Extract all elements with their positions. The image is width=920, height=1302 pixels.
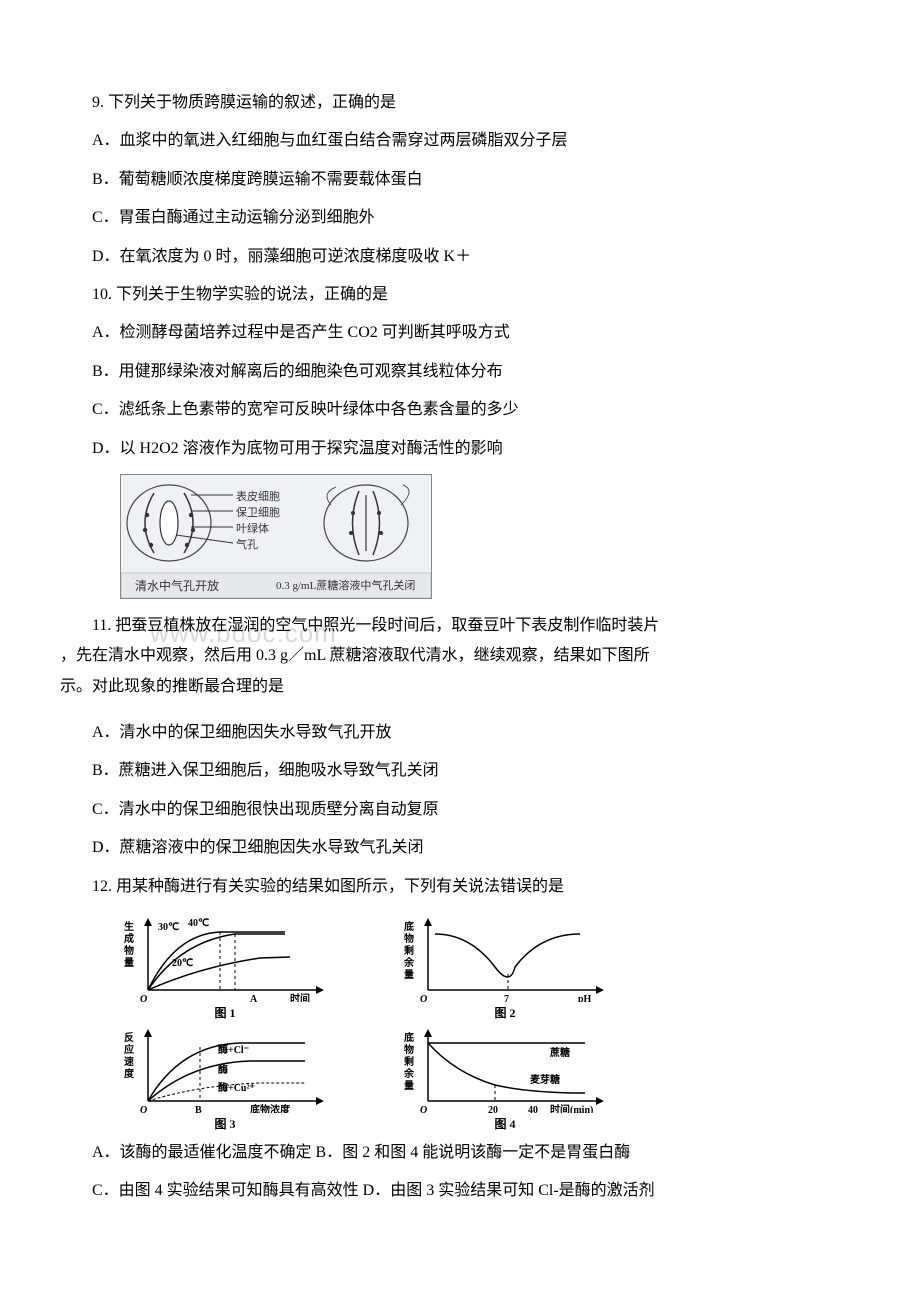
label-epidermis: 表皮细胞 (236, 488, 280, 504)
q10-stem: 10. 下列关于生物学实验的说法，正确的是 (60, 280, 860, 310)
svg-text:O: O (420, 1105, 427, 1113)
fig3-label-cl: 酶+Cl⁻ (218, 1043, 249, 1056)
svg-text:底: 底 (404, 920, 414, 933)
fig1-point-a: A (250, 994, 258, 1002)
svg-text:成: 成 (124, 932, 134, 945)
svg-text:底: 底 (404, 1031, 414, 1044)
q11-option-d: D．蔗糖溶液中的保卫细胞因失水导致气孔关闭 (60, 833, 860, 863)
svg-text:反: 反 (124, 1031, 134, 1044)
q12-stem: 12. 用某种酶进行有关实验的结果如图所示，下列有关说法错误的是 (60, 872, 860, 902)
label-stoma: 气孔 (236, 536, 258, 552)
svg-text:度: 度 (124, 1067, 135, 1080)
q12-option-ab: A．该酶的最适催化温度不确定 B．图 2 和图 4 能说明该酶一定不是胃蛋白酶 (60, 1138, 860, 1168)
fig3-label-enzyme: 酶 (218, 1063, 228, 1076)
stomata-figure: 表皮细胞 保卫细胞 叶绿体 气孔 清水中气孔开放 0.3 g/mL蔗糖溶液中气孔… (120, 474, 432, 599)
figure-2-caption: 图 2 (400, 1004, 610, 1021)
fig1-20c: 20℃ (172, 958, 193, 969)
label-chloroplast: 叶绿体 (236, 520, 269, 536)
figure-3-caption: 图 3 (120, 1115, 330, 1132)
q11-stem-line2: ，先在清水中观察，然后用 0.3 g／mL 蔗糖溶液取代清水，继续观察，结果如下… (60, 641, 659, 671)
fig1-30c: 30℃ (158, 922, 179, 933)
svg-text:剩: 剩 (404, 1055, 414, 1068)
q11-stem: www.bdoc.com 11. 把蚕豆植株放在湿润的空气中照光一段时间后，取蚕… (60, 611, 659, 702)
figure-1: 生 成 物 量 30℃ 40℃ 20℃ A 时间 O 图 1 (120, 912, 330, 1017)
svg-text:O: O (420, 994, 427, 1002)
q11-stem-line3: 示。对此现象的推断最合理的是 (60, 672, 659, 702)
fig4-label-sucrose: 蔗糖 (549, 1046, 570, 1059)
q9-option-d: D．在氧浓度为 0 时，丽藻细胞可逆浓度梯度吸收 K＋ (60, 242, 860, 272)
svg-text:时间(min): 时间(min) (550, 1103, 593, 1113)
svg-text:物: 物 (404, 1043, 414, 1056)
chart-row-1: 生 成 物 量 30℃ 40℃ 20℃ A 时间 O 图 1 (120, 912, 660, 1017)
figure-3: 反 应 速 度 酶+Cl⁻ 酶 酶+Cu²⁺ B 底物浓度 O 图 3 (120, 1023, 330, 1128)
q9-stem: 9. 下列关于物质跨膜运输的叙述，正确的是 (60, 88, 860, 118)
svg-text:速: 速 (124, 1055, 134, 1068)
svg-text:剩: 剩 (404, 944, 414, 957)
q11-option-c: C．清水中的保卫细胞很快出现质壁分离自动复原 (60, 795, 860, 825)
fig3-point-b: B (195, 1105, 202, 1113)
q11-stem-line1: 11. 把蚕豆植株放在湿润的空气中照光一段时间后，取蚕豆叶下表皮制作临时装片 (60, 611, 659, 641)
stomata-left-caption: 清水中气孔开放 (135, 577, 219, 594)
q9-option-c: C．胃蛋白酶通过主动运输分泌到细胞外 (60, 203, 860, 233)
svg-text:pH: pH (578, 994, 592, 1002)
figure-4: 底 物 剩 余 量 蔗糖 麦芽糖 20 40 时间(min) O 图 4 (400, 1023, 610, 1128)
charts: 生 成 物 量 30℃ 40℃ 20℃ A 时间 O 图 1 (120, 912, 660, 1128)
q9-option-b: B．葡萄糖顺浓度梯度跨膜运输不需要载体蛋白 (60, 165, 860, 195)
svg-text:物: 物 (404, 932, 414, 945)
q11-option-b: B．蔗糖进入保卫细胞后，细胞吸水导致气孔关闭 (60, 756, 860, 786)
svg-text:时间: 时间 (290, 992, 310, 1002)
svg-text:物: 物 (124, 944, 134, 957)
svg-text:应: 应 (124, 1043, 134, 1056)
q9-option-a: A．血浆中的氧进入红细胞与血红蛋白结合需穿过两层磷脂双分子层 (60, 126, 860, 156)
svg-text:O: O (140, 994, 147, 1002)
q10-option-a: A．检测酵母菌培养过程中是否产生 CO2 可判断其呼吸方式 (60, 318, 860, 348)
figure-4-caption: 图 4 (400, 1115, 610, 1132)
fig4-tick-40: 40 (528, 1105, 538, 1113)
chart-row-2: 反 应 速 度 酶+Cl⁻ 酶 酶+Cu²⁺ B 底物浓度 O 图 3 (120, 1023, 660, 1128)
svg-text:量: 量 (124, 956, 134, 969)
figure-1-caption: 图 1 (120, 1004, 330, 1021)
label-guard: 保卫细胞 (236, 504, 280, 520)
fig4-label-maltose: 麦芽糖 (530, 1073, 560, 1086)
fig3-label-cu: 酶+Cu²⁺ (218, 1081, 255, 1094)
figure-2: 底 物 剩 余 量 7 pH O 图 2 (400, 912, 610, 1017)
fig2-tick-7: 7 (504, 994, 509, 1002)
q10-option-d: D．以 H2O2 溶液作为底物可用于探究温度对酶活性的影响 (60, 434, 860, 464)
q12-option-cd: C．由图 4 实验结果可知酶具有高效性 D．由图 3 实验结果可知 Cl-是酶的… (60, 1176, 860, 1206)
svg-text:量: 量 (404, 968, 414, 981)
fig1-40c: 40℃ (188, 918, 209, 929)
q10-option-c: C．滤纸条上色素带的宽窄可反映叶绿体中各色素含量的多少 (60, 395, 860, 425)
svg-text:余: 余 (403, 1067, 415, 1080)
svg-text:余: 余 (403, 956, 415, 969)
q10-option-b: B．用健那绿染液对解离后的细胞染色可观察其线粒体分布 (60, 357, 860, 387)
fig4-tick-20: 20 (488, 1105, 498, 1113)
svg-text:底物浓度: 底物浓度 (250, 1103, 291, 1113)
svg-text:生: 生 (124, 920, 134, 933)
q11-option-a: A．清水中的保卫细胞因失水导致气孔开放 (60, 718, 860, 748)
svg-text:O: O (140, 1105, 147, 1113)
svg-text:量: 量 (404, 1079, 414, 1092)
page: 9. 下列关于物质跨膜运输的叙述，正确的是 A．血浆中的氧进入红细胞与血红蛋白结… (0, 0, 920, 1275)
stomata-right-caption: 0.3 g/mL蔗糖溶液中气孔关闭 (276, 577, 415, 593)
